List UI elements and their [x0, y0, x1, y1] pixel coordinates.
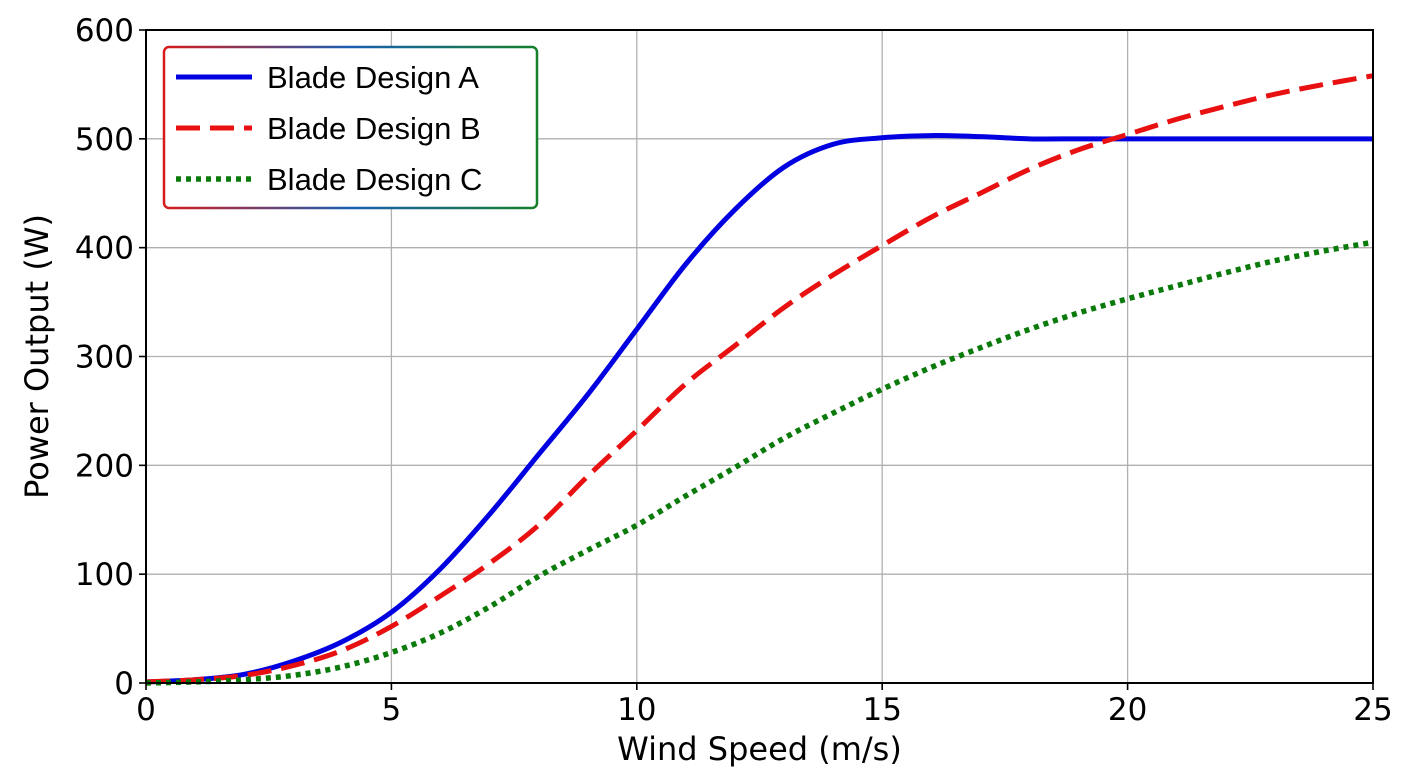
legend-label-3: Blade Design C: [267, 162, 482, 197]
y-tick-label: 100: [75, 557, 134, 593]
x-tick-label: 0: [136, 692, 156, 728]
series-line-3: [145, 239, 1374, 686]
x-tick-label: 10: [617, 692, 656, 728]
x-tick-label: 15: [862, 692, 901, 728]
y-tick-label: 400: [75, 231, 134, 267]
series-lines: [145, 73, 1374, 686]
y-tick-label: 600: [75, 13, 134, 49]
y-tick-label: 500: [75, 122, 134, 158]
y-axis-title: Power Output (W): [18, 214, 56, 499]
legend-box: [162, 45, 539, 210]
y-tick-label: 200: [75, 448, 134, 484]
y-tick-label: 300: [75, 340, 134, 376]
legend: Blade Design A Blade Design B Blade Design…: [162, 45, 539, 210]
y-tick-label: 0: [114, 666, 134, 702]
legend-label-1: Blade Design A: [267, 60, 479, 95]
x-tick-label: 20: [1108, 692, 1147, 728]
x-tick-label: 25: [1353, 692, 1392, 728]
tick-marks: [139, 29, 1374, 690]
series-line-2: [145, 73, 1374, 685]
tick-labels: 0 5 10 15 20 25 0 100 200 300 400 500 600: [75, 13, 1393, 728]
x-tick-label: 5: [382, 692, 402, 728]
series-line-1: [145, 133, 1373, 685]
legend-label-2: Blade Design B: [267, 111, 481, 146]
x-axis-title: Wind Speed (m/s): [617, 730, 902, 768]
